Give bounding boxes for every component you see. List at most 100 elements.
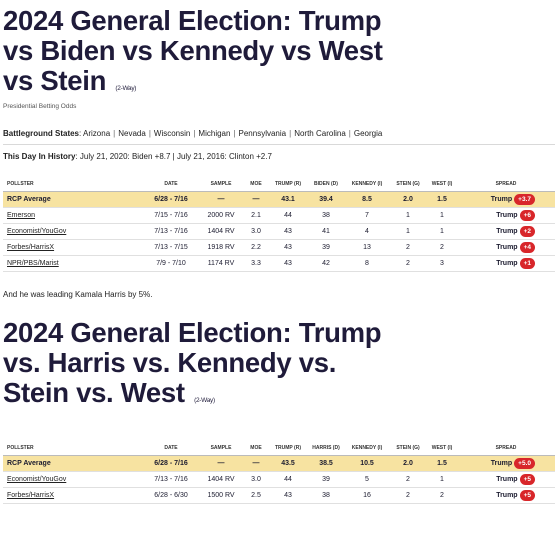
column-header[interactable]: DATE	[143, 177, 199, 192]
value-cell: 2.0	[389, 191, 427, 208]
value-cell: 1.5	[427, 191, 457, 208]
pollster-name: RCP Average	[7, 460, 51, 467]
this-day-in-history: This Day In History: July 21, 2020: Bide…	[3, 152, 272, 161]
column-header[interactable]: KENNEDY (I)	[345, 441, 389, 456]
race2-title-line1: 2024 General Election: Trump	[3, 317, 382, 348]
date-cell: 7/13 - 7/16	[143, 223, 199, 240]
race1-table-body: RCP Average 6/28 - 7/16— —43.1 39.4 8.5 2.0 1.…	[3, 191, 555, 272]
value-cell: 38.5	[307, 455, 345, 472]
value-cell: 43.5	[269, 455, 307, 472]
pollster-cell[interactable]: Economist/YouGov	[3, 223, 143, 240]
race1-title-line2: vs Biden vs Kennedy vs West	[3, 35, 383, 66]
moe-cell: 3.0	[243, 471, 269, 488]
moe-cell: —	[243, 455, 269, 472]
value-cell: 4	[345, 223, 389, 240]
value-cell: 5	[345, 471, 389, 488]
column-header[interactable]: TRUMP (R)	[269, 177, 307, 192]
value-cell: 8.5	[345, 191, 389, 208]
race2-title-line3: Stein vs. West	[3, 377, 185, 408]
value-cell: 2	[389, 471, 427, 488]
spread-cell: Trump +3.7	[457, 191, 555, 208]
value-cell: 2	[389, 239, 427, 256]
spread-leader: Trump	[496, 476, 518, 483]
sample-cell: 2000 RV	[199, 207, 243, 224]
value-cell: 2	[427, 239, 457, 256]
moe-cell: 2.1	[243, 207, 269, 224]
column-header[interactable]: DATE	[143, 441, 199, 456]
column-header[interactable]: HARRIS (D)	[307, 441, 345, 456]
column-header: SPREAD	[457, 441, 555, 456]
pollster-link[interactable]: Economist/YouGov	[7, 228, 67, 235]
spread-badge: +6	[519, 210, 535, 221]
history-label: This Day In History	[3, 152, 76, 161]
value-cell: 10.5	[345, 455, 389, 472]
column-header[interactable]: STEIN (G)	[389, 177, 427, 192]
date-cell: 6/28 - 6/30	[143, 487, 199, 504]
pollster-cell[interactable]: Economist/YouGov	[3, 471, 143, 488]
column-header[interactable]: TRUMP (R)	[269, 441, 307, 456]
state-link-arizona[interactable]: Arizona	[83, 129, 111, 138]
spread-leader: Trump	[496, 260, 518, 267]
state-link-north-carolina[interactable]: North Carolina	[294, 129, 346, 138]
pollster-cell[interactable]: NPR/PBS/Marist	[3, 255, 143, 272]
pollster-cell[interactable]: Forbes/HarrisX	[3, 239, 143, 256]
value-cell: 39	[307, 471, 345, 488]
race2-two-way-tag[interactable]: (2-Way)	[194, 397, 215, 404]
moe-cell: —	[243, 191, 269, 208]
column-header[interactable]: STEIN (G)	[389, 441, 427, 456]
state-link-pennsylvania[interactable]: Pennsylvania	[238, 129, 287, 138]
column-header[interactable]: KENNEDY (I)	[345, 177, 389, 192]
column-header[interactable]: MOE	[243, 177, 269, 192]
value-cell: 2	[389, 487, 427, 504]
spread-badge: +2	[519, 226, 535, 237]
sample-cell: 1500 RV	[199, 487, 243, 504]
spread-badge: +5	[519, 490, 535, 501]
pollster-link[interactable]: Emerson	[7, 212, 36, 219]
table-row: Economist/YouGov 7/13 - 7/16 1404 RV 3.0 43 4…	[3, 223, 555, 240]
race2-header-row: POLLSTER DATE SAMPLE MOE TRUMP (R) HARRIS (D)…	[3, 441, 555, 456]
table-row: Forbes/HarrisX 6/28 - 6/30 1500 RV 2.5 43 38 1…	[3, 487, 555, 504]
sample-cell: 1918 RV	[199, 239, 243, 256]
spread-badge: +3.7	[514, 194, 535, 205]
race1-subtitle[interactable]: Presidential Betting Odds	[3, 103, 77, 110]
spread-leader: Trump	[490, 196, 513, 203]
sample-cell: 1174 RV	[199, 255, 243, 272]
pollster-link[interactable]: NPR/PBS/Marist	[7, 260, 59, 267]
column-header[interactable]: BIDEN (D)	[307, 177, 345, 192]
date-cell: 6/28 - 7/16	[143, 455, 199, 472]
state-link-wisconsin[interactable]: Wisconsin	[153, 129, 191, 138]
spread-badge: +5.0	[514, 458, 535, 469]
pollster-cell[interactable]: Emerson	[3, 207, 143, 224]
moe-cell: 3.0	[243, 223, 269, 240]
spread-cell: Trump +4	[457, 239, 555, 256]
column-header[interactable]: SAMPLE	[199, 441, 243, 456]
date-cell: 7/13 - 7/16	[143, 471, 199, 488]
race1-title-line3: vs Stein	[3, 65, 107, 96]
column-header[interactable]: WEST (I)	[427, 177, 457, 192]
state-link-michigan[interactable]: Michigan	[198, 129, 231, 138]
rcp-average-row: RCP Average 6/28 - 7/16— —43.5 38.5 10.5 2.0 1…	[3, 455, 555, 472]
column-header[interactable]: WEST (I)	[427, 441, 457, 456]
value-cell: 2	[427, 487, 457, 504]
spread-cell: Trump +5	[457, 471, 555, 488]
state-link-georgia[interactable]: Georgia	[353, 129, 383, 138]
sample-cell: 1404 RV	[199, 471, 243, 488]
moe-cell: 2.5	[243, 487, 269, 504]
state-link-nevada[interactable]: Nevada	[118, 129, 146, 138]
race1-two-way-tag[interactable]: (2-Way)	[115, 85, 137, 92]
pollster-link[interactable]: Forbes/HarrisX	[7, 244, 55, 251]
value-cell: 1	[427, 207, 457, 224]
value-cell: 43	[269, 223, 307, 240]
value-cell: 43.1	[269, 191, 307, 208]
column-header[interactable]: MOE	[243, 441, 269, 456]
pollster-link[interactable]: Forbes/HarrisX	[7, 492, 55, 499]
column-header[interactable]: SAMPLE	[199, 177, 243, 192]
race1-title: 2024 General Election: Trump vs Biden vs…	[3, 6, 383, 96]
rcp-average-row: RCP Average 6/28 - 7/16— —43.1 39.4 8.5 2.0 1.…	[3, 191, 555, 208]
pollster-cell[interactable]: Forbes/HarrisX	[3, 487, 143, 504]
value-cell: 7	[345, 207, 389, 224]
spread-cell: Trump +2	[457, 223, 555, 240]
value-cell: 44	[269, 207, 307, 224]
pollster-link[interactable]: Economist/YouGov	[7, 476, 67, 483]
date-cell: 7/13 - 7/15	[143, 239, 199, 256]
